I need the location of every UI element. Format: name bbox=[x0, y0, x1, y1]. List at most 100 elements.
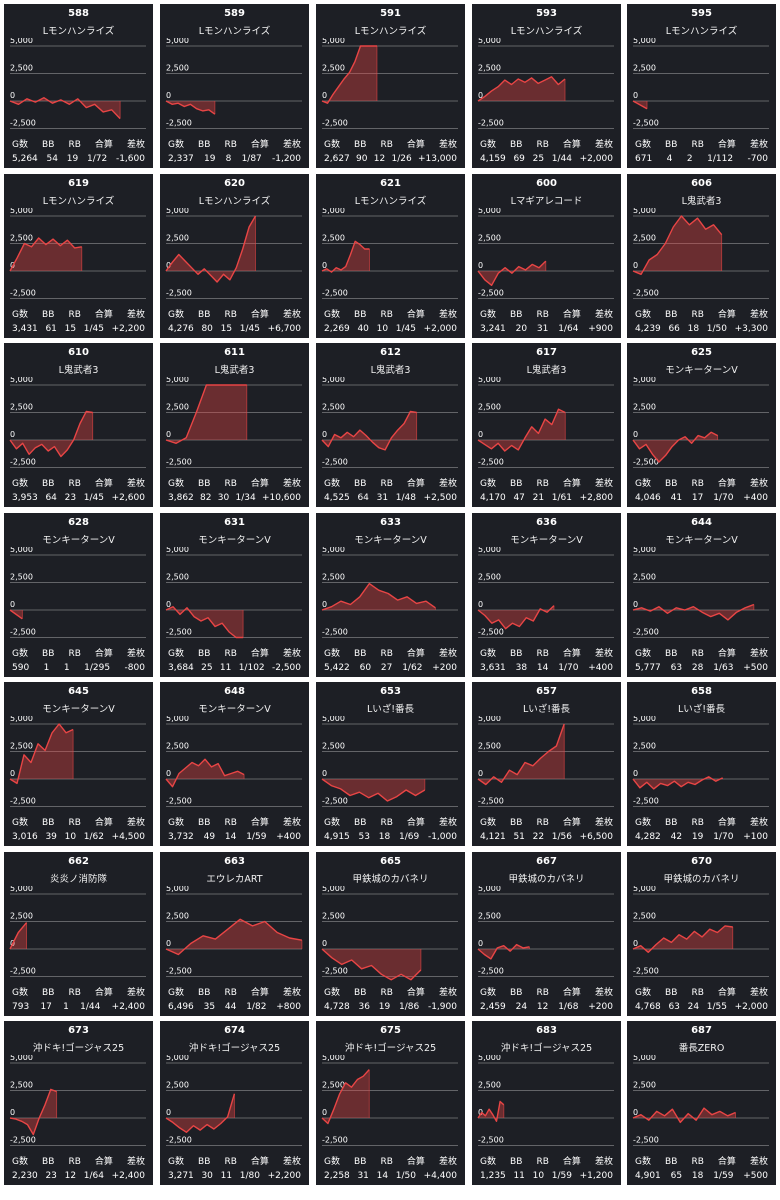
stats-table: G数 BB RB 合算 差枚 4,276 80 15 1/45 +6,700 bbox=[168, 308, 301, 336]
payout-chart: 5,000 2,500 0 -2,500 bbox=[9, 716, 146, 807]
stat-value: 1/62 bbox=[83, 832, 104, 842]
machine-card[interactable]: 683 沖ドキ!ゴージャス25 5,000 2,500 0 -2,500 G数 BB RB 合算 差… bbox=[472, 1021, 621, 1185]
stat-value: 19 bbox=[378, 1001, 391, 1012]
machine-card[interactable]: 600 Lマギアレコード 5,000 2,500 0 -2,500 G数 BB RB 合算 差枚 3,… bbox=[472, 173, 621, 338]
machine-card[interactable]: 619 Lモンハンライズ 5,000 2,500 0 -2,500 G数 BB RB 合算 差枚 3,… bbox=[4, 173, 153, 338]
y-tick-label: 5,000 bbox=[166, 377, 189, 384]
machine-title: 沖ドキ!ゴージャス25 bbox=[344, 1043, 437, 1054]
payout-chart: 5,000 2,500 0 -2,500 bbox=[165, 547, 302, 638]
machine-card[interactable]: 606 L鬼武者3 5,000 2,500 0 -2,500 G数 BB RB 合算 差枚 4,239… bbox=[627, 173, 776, 338]
machine-card[interactable]: 588 Lモンハンライズ 5,000 2,500 0 -2,500 G数 BB RB 合算 差枚 5,… bbox=[4, 4, 153, 168]
stat-value: 1/64 bbox=[83, 1171, 104, 1181]
stats-header-row: G数 BB RB 合算 差枚 bbox=[168, 647, 301, 661]
stat-label: RB bbox=[68, 648, 81, 659]
stat-label: 合算 bbox=[250, 309, 269, 320]
machine-card[interactable]: 591 Lモンハンライズ 5,000 2,500 0 -2,500 G数 BB RB 合算 差枚 2,… bbox=[316, 4, 465, 168]
stat-label: 差枚 bbox=[126, 479, 145, 489]
machine-number: 683 bbox=[536, 1025, 557, 1036]
y-tick-label: 2,500 bbox=[478, 742, 501, 751]
stat-value: 1/59 bbox=[551, 1171, 572, 1181]
machine-card[interactable]: 644 モンキーターンV 5,000 2,500 0 -2,500 G数 BB RB 合算 差枚 5,… bbox=[627, 512, 776, 677]
machine-card[interactable]: 653 Lいざ!番長 5,000 2,500 0 -2,500 G数 BB RB 合算 差枚 4,91… bbox=[316, 682, 465, 846]
payout-line bbox=[477, 604, 555, 629]
stat-label: G数 bbox=[12, 140, 28, 150]
machine-number: 611 bbox=[224, 347, 245, 358]
stats-table: G数 BB RB 合算 差枚 2,459 24 12 1/68 +200 bbox=[480, 986, 613, 1014]
stat-value: 24 bbox=[515, 1001, 528, 1012]
machine-card[interactable]: 610 L鬼武者3 5,000 2,500 0 -2,500 G数 BB RB 合算 差枚 3,953… bbox=[4, 343, 153, 507]
machine-number: 687 bbox=[691, 1025, 712, 1036]
machine-card[interactable]: 667 甲鉄城のカバネリ 5,000 2,500 0 -2,500 G数 BB RB 合算 差枚 2,… bbox=[472, 851, 621, 1016]
machine-card[interactable]: 687 番長ZERO 5,000 2,500 0 -2,500 G数 BB RB 合算 差枚 4,90… bbox=[627, 1021, 776, 1185]
machine-card[interactable]: 673 沖ドキ!ゴージャス25 5,000 2,500 0 -2,500 G数 BB RB 合算 差… bbox=[4, 1021, 153, 1185]
stat-value: 24 bbox=[687, 1001, 700, 1012]
y-tick-label: 0 bbox=[10, 430, 15, 439]
machine-card[interactable]: 675 沖ドキ!ゴージャス25 5,000 2,500 0 -2,500 G数 BB RB 合算 差… bbox=[316, 1021, 465, 1185]
machine-card[interactable]: 589 Lモンハンライズ 5,000 2,500 0 -2,500 G数 BB RB 合算 差枚 2,… bbox=[160, 4, 309, 168]
machine-card[interactable]: 648 モンキーターンV 5,000 2,500 0 -2,500 G数 BB RB 合算 差枚 3,… bbox=[160, 682, 309, 846]
machine-card[interactable]: 645 モンキーターンV 5,000 2,500 0 -2,500 G数 BB RB 合算 差枚 3,… bbox=[4, 682, 153, 846]
y-tick-label: 5,000 bbox=[633, 1055, 656, 1062]
machine-card[interactable]: 621 Lモンハンライズ 5,000 2,500 0 -2,500 G数 BB RB 合算 差枚 2,… bbox=[316, 173, 465, 338]
machine-card[interactable]: 663 エウレカART 5,000 2,500 0 -2,500 G数 BB RB 合算 差枚 6,4… bbox=[160, 851, 309, 1016]
stat-label: G数 bbox=[324, 140, 340, 150]
stat-value: 11 bbox=[219, 662, 232, 673]
payout-chart: 5,000 2,500 0 -2,500 bbox=[321, 716, 458, 807]
stat-label: 差枚 bbox=[749, 818, 768, 828]
stat-value: 30 bbox=[201, 1171, 213, 1181]
machine-card[interactable]: 620 Lモンハンライズ 5,000 2,500 0 -2,500 G数 BB RB 合算 差枚 4,… bbox=[160, 173, 309, 338]
machine-card[interactable]: 612 L鬼武者3 5,000 2,500 0 -2,500 G数 BB RB 合算 差枚 4,525… bbox=[316, 343, 465, 507]
machine-card[interactable]: 658 Lいざ!番長 5,000 2,500 0 -2,500 G数 BB RB 合算 差枚 4,28… bbox=[627, 682, 776, 846]
stat-value: 18 bbox=[687, 323, 700, 334]
machine-card[interactable]: 670 甲鉄城のカバネリ 5,000 2,500 0 -2,500 G数 BB RB 合算 差枚 4,… bbox=[627, 851, 776, 1016]
y-tick-label: 2,500 bbox=[478, 911, 501, 920]
stat-label: BB bbox=[354, 818, 367, 828]
stat-value: 1/44 bbox=[551, 154, 572, 164]
stat-value: 4,046 bbox=[635, 493, 661, 503]
machine-card[interactable]: 625 モンキーターンV 5,000 2,500 0 -2,500 G数 BB RB 合算 差枚 4,… bbox=[627, 343, 776, 507]
stat-label: RB bbox=[68, 818, 81, 828]
stat-value: 4,276 bbox=[168, 323, 194, 334]
payout-line bbox=[9, 1088, 57, 1136]
machine-card[interactable]: 593 Lモンハンライズ 5,000 2,500 0 -2,500 G数 BB RB 合算 差枚 4,… bbox=[472, 4, 621, 168]
stats-value-row: 3,241 20 31 1/64 +900 bbox=[480, 322, 613, 336]
stats-header-row: G数 BB RB 合算 差枚 bbox=[480, 1155, 613, 1169]
machine-card[interactable]: 617 L鬼武者3 5,000 2,500 0 -2,500 G数 BB RB 合算 差枚 4,170… bbox=[472, 343, 621, 507]
machine-card[interactable]: 631 モンキーターンV 5,000 2,500 0 -2,500 G数 BB RB 合算 差枚 3,… bbox=[160, 512, 309, 677]
stat-value: 590 bbox=[12, 662, 30, 673]
stats-value-row: 590 1 1 1/295 -800 bbox=[12, 661, 145, 675]
stat-value: 2,269 bbox=[324, 323, 350, 334]
y-tick-label: 5,000 bbox=[10, 886, 33, 893]
payout-area bbox=[322, 240, 370, 272]
y-tick-label: 2,500 bbox=[633, 572, 656, 581]
y-tick-label: 2,500 bbox=[166, 233, 189, 242]
machine-number: 620 bbox=[224, 177, 245, 189]
machine-card[interactable]: 662 炎炎ノ消防隊 5,000 2,500 0 -2,500 G数 BB RB 合算 差枚 793 1… bbox=[4, 851, 153, 1016]
machine-card[interactable]: 611 L鬼武者3 5,000 2,500 0 -2,500 G数 BB RB 合算 差枚 3,862… bbox=[160, 343, 309, 507]
stat-label: 差枚 bbox=[438, 648, 457, 659]
machine-number: 628 bbox=[68, 516, 89, 528]
machine-card[interactable]: 633 モンキーターンV 5,000 2,500 0 -2,500 G数 BB RB 合算 差枚 5,… bbox=[316, 512, 465, 677]
stat-value: 12 bbox=[536, 1001, 549, 1012]
machine-card[interactable]: 665 甲鉄城のカバネリ 5,000 2,500 0 -2,500 G数 BB RB 合算 差枚 4,… bbox=[316, 851, 465, 1016]
stat-value: +2,200 bbox=[267, 1171, 301, 1181]
payout-line bbox=[165, 918, 303, 955]
payout-line bbox=[477, 723, 565, 786]
stat-label: G数 bbox=[168, 818, 184, 828]
machine-card[interactable]: 595 Lモンハンライズ 5,000 2,500 0 -2,500 G数 BB RB 合算 差枚 67… bbox=[627, 4, 776, 168]
machine-title: L鬼武者3 bbox=[681, 195, 722, 207]
machine-card[interactable]: 674 沖ドキ!ゴージャス25 5,000 2,500 0 -2,500 G数 BB RB 合算 差… bbox=[160, 1021, 309, 1185]
machine-card[interactable]: 628 モンキーターンV 5,000 2,500 0 -2,500 G数 BB RB 合算 差枚 59… bbox=[4, 512, 153, 677]
machine-card[interactable]: 657 Lいざ!番長 5,000 2,500 0 -2,500 G数 BB RB 合算 差枚 4,12… bbox=[472, 682, 621, 846]
stat-label: 差枚 bbox=[438, 818, 457, 828]
machine-title: モンキーターンV bbox=[354, 534, 427, 546]
machine-card[interactable]: 636 モンキーターンV 5,000 2,500 0 -2,500 G数 BB RB 合算 差枚 3,… bbox=[472, 512, 621, 677]
payout-area bbox=[322, 948, 421, 980]
y-tick-label: -2,500 bbox=[10, 627, 36, 636]
stat-label: BB bbox=[42, 309, 55, 320]
stat-value: 35 bbox=[203, 1001, 216, 1012]
stat-label: BB bbox=[42, 987, 55, 998]
stat-label: RB bbox=[691, 479, 704, 489]
y-tick-label: 2,500 bbox=[166, 742, 189, 751]
machine-title: モンキーターンV bbox=[42, 534, 115, 546]
